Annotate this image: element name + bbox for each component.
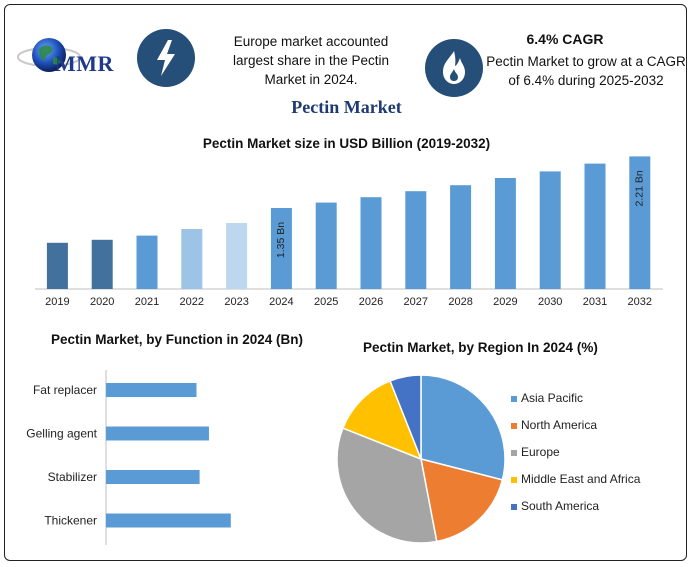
market-size-chart-title: Pectin Market size in USD Billion (2019-… — [202, 136, 491, 151]
x-tick-label: 2026 — [359, 296, 383, 308]
infographic-frame: MMR Europe market accounted largest shar… — [4, 4, 687, 561]
legend-swatch — [511, 396, 517, 402]
function-chart-title: Pectin Market, by Function in 2024 (Bn) — [51, 332, 304, 347]
x-tick-label: 2020 — [90, 296, 114, 308]
legend-label: South America — [521, 499, 600, 513]
function-label: Stabilizer — [48, 470, 97, 484]
pie-slice-north-america — [420, 457, 504, 543]
bar-2024 — [270, 208, 292, 289]
function-bar — [106, 470, 200, 484]
x-tick-label: 2024 — [269, 296, 293, 308]
globe-icon — [17, 38, 81, 72]
bar-2025 — [315, 202, 337, 289]
region-pie-chart — [336, 374, 506, 544]
pie-slice-middle-east-and-africa — [341, 379, 423, 461]
function-bar — [106, 383, 197, 397]
bar-2027 — [405, 191, 427, 289]
bar-2029 — [494, 178, 516, 289]
bar-2031 — [584, 163, 606, 289]
logo-text: MMR — [55, 51, 114, 76]
page-title: Pectin Market — [291, 97, 402, 117]
pie-slice-europe — [336, 427, 438, 544]
bar-2023 — [226, 223, 248, 289]
function-label: Gelling agent — [26, 427, 97, 441]
x-tick-label: 2032 — [628, 296, 652, 308]
legend-swatch — [511, 423, 517, 429]
lightning-bolt-icon — [137, 29, 195, 87]
function-bar-chart: Fat replacer Gelling agent Stabilizer Thick… — [26, 370, 231, 545]
x-tick-label: 2031 — [583, 296, 607, 308]
pie-slice-asia-pacific — [420, 374, 506, 481]
function-label: Fat replacer — [33, 383, 97, 397]
legend-swatch — [511, 477, 517, 483]
x-tick-label: 2027 — [404, 296, 428, 308]
bar-data-label: 1.35 Bn — [275, 222, 287, 258]
bar-2028 — [450, 185, 472, 289]
europe-share-text: Europe market accounted largest share in… — [232, 34, 390, 87]
flame-icon — [425, 39, 483, 97]
x-tick-label: 2028 — [448, 296, 472, 308]
cagr-text: Pectin Market to grow at a CAGR of 6.4% … — [486, 54, 686, 88]
legend-swatch — [511, 504, 517, 510]
function-label: Thickener — [44, 514, 97, 528]
legend-label: Middle East and Africa — [521, 472, 641, 486]
bar-2019 — [46, 242, 68, 289]
function-bar — [106, 426, 209, 441]
x-tick-label: 2025 — [314, 296, 338, 308]
bar-2032 — [629, 156, 651, 289]
market-size-bar-chart: 2019 2020 2021 2022 2023 2024 2025 2026 2027 2028… — [35, 156, 663, 308]
x-tick-label: 2021 — [135, 296, 159, 308]
bar-2030 — [539, 171, 561, 289]
bar-data-label: 2.21 Bn — [634, 170, 646, 206]
legend-label: Europe — [521, 445, 560, 459]
bar-2021 — [136, 235, 158, 289]
x-tick-label: 2030 — [538, 296, 562, 308]
x-tick-label: 2019 — [45, 296, 69, 308]
region-chart-title: Pectin Market, by Region In 2024 (%) — [363, 340, 598, 355]
function-bar — [106, 513, 231, 528]
legend-label: Asia Pacific — [521, 391, 584, 405]
pie-slice-south-america — [389, 374, 422, 460]
x-tick-label: 2029 — [493, 296, 517, 308]
legend-label: North America — [521, 418, 598, 432]
cagr-title: 6.4% CAGR — [526, 31, 604, 47]
x-tick-label: 2022 — [180, 296, 204, 308]
legend-swatch — [511, 450, 517, 456]
bar-2020 — [91, 239, 113, 289]
x-tick-label: 2023 — [224, 296, 248, 308]
bar-2026 — [360, 197, 382, 289]
bar-2022 — [181, 229, 203, 289]
